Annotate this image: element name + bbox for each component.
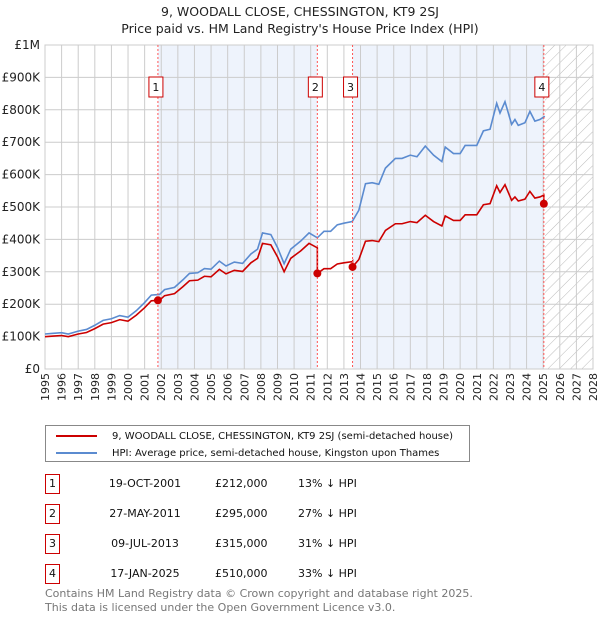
sale-hpi-delta: 31% ↓ HPI [298, 537, 357, 550]
sale-label: 1 [152, 81, 159, 94]
y-tick-label: £100K [2, 330, 42, 344]
x-tick-label: 2014 [355, 373, 368, 401]
hpi-line-swatch [56, 452, 97, 454]
x-tick-label: 2013 [338, 373, 351, 401]
footer-licence: This data is licensed under the Open Gov… [45, 601, 396, 614]
footer-copyright: Contains HM Land Registry data © Crown c… [45, 587, 473, 600]
x-tick-label: 2025 [537, 373, 550, 401]
sale-number-badge: 3 [45, 534, 60, 554]
y-tick-label: £300K [2, 265, 42, 279]
x-tick-label: 2011 [305, 373, 318, 401]
chart-subtitle: Price paid vs. HM Land Registry's House … [121, 21, 479, 36]
y-tick-label: £200K [2, 297, 42, 311]
sale-price: £212,000 [215, 477, 268, 490]
x-tick-label: 1995 [39, 373, 52, 401]
sale-row: 4 17-JAN-2025 £510,000 33% ↓ HPI [45, 564, 465, 584]
sale-row: 2 27-MAY-2011 £295,000 27% ↓ HPI [45, 504, 465, 524]
y-tick-label: £700K [2, 135, 42, 149]
sale-date: 09-JUL-2013 [111, 537, 179, 550]
sale-row: 3 09-JUL-2013 £315,000 31% ↓ HPI [45, 534, 465, 554]
x-tick-label: 2028 [587, 373, 600, 401]
y-tick-label: £400K [2, 232, 42, 246]
x-tick-label: 2018 [421, 373, 434, 401]
x-tick-label: 2017 [404, 373, 417, 401]
x-tick-label: 1996 [56, 373, 69, 401]
x-tick-label: 2006 [222, 373, 235, 401]
x-tick-label: 2004 [188, 373, 201, 401]
x-tick-label: 1997 [72, 373, 85, 401]
y-tick-label: £0 [25, 362, 40, 376]
sale-point [539, 199, 548, 208]
price-chart: 1995 1996 1997 1998 1999 2000 2001 2002 2003 2004… [2, 38, 600, 401]
x-tick-label: 1998 [89, 373, 102, 401]
x-tick-label: 2027 [570, 373, 583, 401]
y-tick-label: £500K [2, 200, 42, 214]
x-tick-label: 2007 [238, 373, 251, 401]
plot-frame [44, 44, 594, 370]
x-tick-label: 2016 [388, 373, 401, 401]
x-tick-label: 2008 [255, 373, 268, 401]
sale-price: £315,000 [215, 537, 268, 550]
x-tick-label: 2002 [155, 373, 168, 401]
x-tick-label: 2001 [139, 373, 152, 401]
x-tick-label: 2005 [205, 373, 218, 401]
property-line-swatch [56, 435, 97, 437]
sale-label: 4 [538, 81, 545, 94]
legend-label-property: 9, WOODALL CLOSE, CHESSINGTON, KT9 2SJ (… [112, 430, 454, 442]
sale-label: 3 [347, 81, 354, 94]
legend-item-hpi: HPI: Average price, semi-detached house,… [56, 445, 439, 461]
sale-date: 27-MAY-2011 [109, 507, 181, 520]
sale-hpi-delta: 27% ↓ HPI [298, 507, 357, 520]
x-tick-label: 2020 [454, 373, 467, 401]
sale-hpi-delta: 33% ↓ HPI [298, 567, 357, 580]
x-tick-label: 2022 [487, 373, 500, 401]
x-tick-label: 1999 [105, 373, 118, 401]
sale-label: 2 [312, 81, 319, 94]
legend: 9, WOODALL CLOSE, CHESSINGTON, KT9 2SJ (… [45, 425, 470, 462]
sale-label-box [307, 76, 323, 98]
x-tick-label: 2024 [521, 373, 534, 401]
sale-label-box [148, 76, 164, 98]
legend-label-hpi: HPI: Average price, semi-detached house,… [112, 447, 440, 459]
chart-title: 9, WOODALL CLOSE, CHESSINGTON, KT9 2SJ [161, 4, 439, 19]
sale-point [348, 262, 357, 271]
y-tick-label: £1M [14, 38, 40, 52]
sale-label-box [534, 76, 550, 98]
sale-label-box [343, 76, 359, 98]
sale-number-badge: 4 [45, 564, 60, 584]
x-tick-label: 2012 [321, 373, 334, 401]
sale-hpi-delta: 13% ↓ HPI [298, 477, 357, 490]
x-tick-label: 2015 [371, 373, 384, 401]
sale-point [153, 296, 162, 305]
y-tick-label: £900K [2, 70, 42, 84]
sale-row: 1 19-OCT-2001 £212,000 13% ↓ HPI [45, 474, 465, 494]
sale-number-badge: 1 [45, 474, 60, 494]
x-tick-label: 2010 [288, 373, 301, 401]
x-tick-label: 2023 [504, 373, 517, 401]
y-tick-label: £600K [2, 168, 42, 182]
property-line [44, 182, 545, 338]
x-tick-label: 2009 [271, 373, 284, 401]
x-tick-label: 2019 [438, 373, 451, 401]
sale-point [313, 269, 322, 278]
sale-number-badge: 2 [45, 504, 60, 524]
x-tick-label: 2003 [172, 373, 185, 401]
x-tick-label: 2021 [471, 373, 484, 401]
legend-item-property: 9, WOODALL CLOSE, CHESSINGTON, KT9 2SJ (… [56, 428, 453, 444]
x-tick-label: 2026 [554, 373, 567, 401]
x-tick-label: 2000 [122, 373, 135, 401]
sale-price: £510,000 [215, 567, 268, 580]
sale-date: 19-OCT-2001 [108, 477, 182, 490]
y-tick-label: £800K [2, 103, 42, 117]
sale-date: 17-JAN-2025 [110, 567, 180, 580]
sale-price: £295,000 [215, 507, 268, 520]
